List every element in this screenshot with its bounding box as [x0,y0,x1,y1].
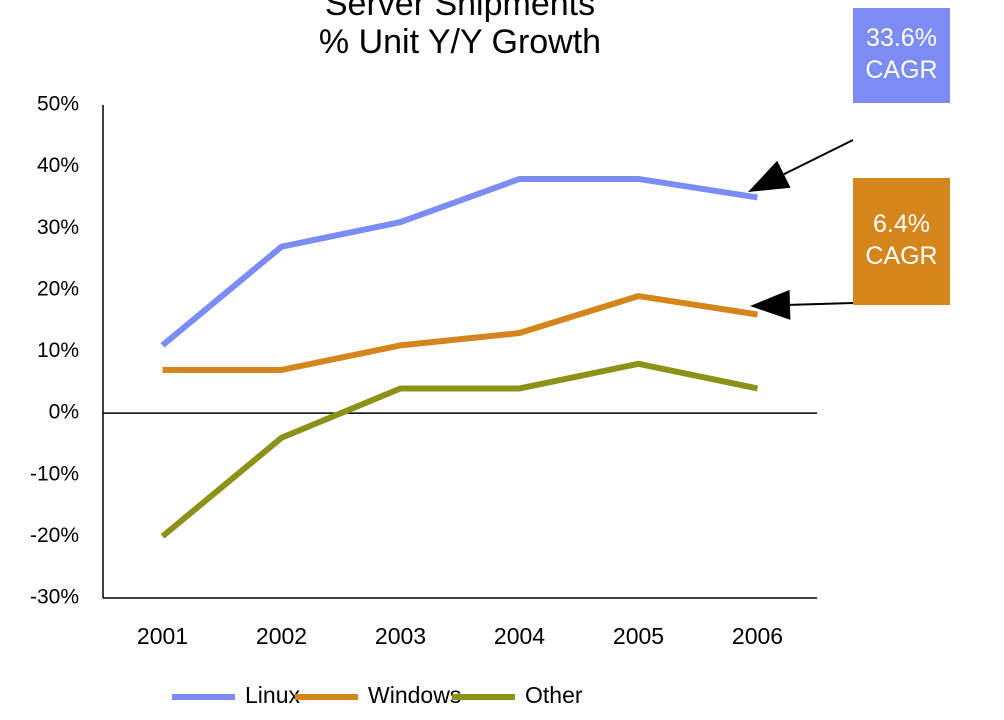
x-tick-label: 2003 [375,623,426,649]
legend-label: Windows [368,682,461,708]
annotation-arrow [783,139,854,176]
series-line [162,293,758,373]
y-tick-label: 0% [49,401,79,424]
x-tick-label: 2006 [732,623,783,649]
x-tick-label: 2005 [613,623,664,649]
y-tick-label: 30% [37,216,79,239]
annotation-arrow [789,302,854,306]
x-tick-label: 2004 [494,623,545,649]
arrow-head [748,160,791,192]
series-line [160,360,759,539]
y-tick-label: 40% [37,154,79,177]
annotation-text: CAGR [865,56,937,84]
y-tick-label: -10% [30,462,79,485]
chart-title: Server Shipments [325,0,595,23]
y-tick-label: -20% [30,524,79,547]
legend-label: Other [525,682,583,708]
annotation-box [853,8,950,103]
y-tick-label: 50% [37,93,79,116]
x-tick-label: 2002 [256,623,307,649]
series-line [160,175,758,348]
legend-label: Linux [245,682,300,708]
y-tick-label: -30% [30,586,79,609]
x-tick-label: 2001 [137,623,188,649]
annotation-text: 33.6% [866,24,937,52]
y-tick-label: 10% [37,339,79,362]
chart-subtitle: % Unit Y/Y Growth [319,23,601,61]
arrow-head [750,289,791,320]
annotation-text: CAGR [865,242,937,270]
annotation-text: 6.4% [873,210,930,238]
y-tick-label: 20% [37,277,79,300]
annotation-box [853,178,950,305]
